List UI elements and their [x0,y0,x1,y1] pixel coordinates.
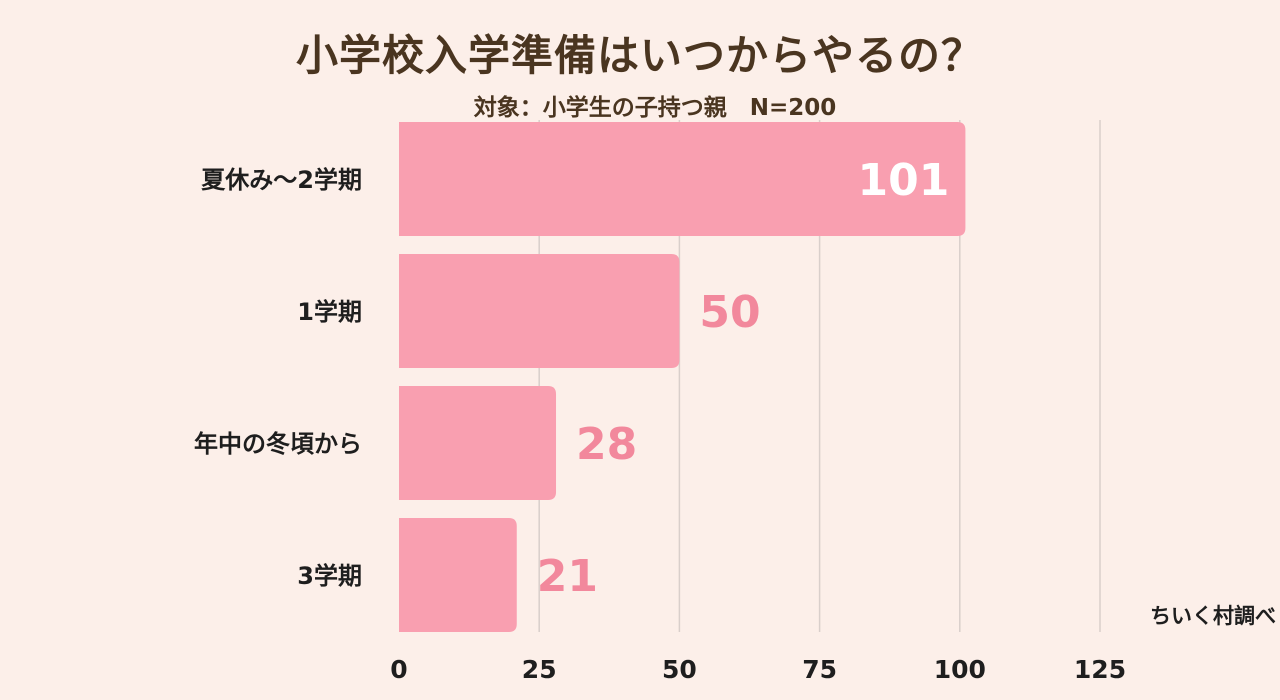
category-label: 1学期 [297,298,362,326]
chart-subtitle: 対象：小学生の子持つ親 N=200 [473,95,837,121]
bar [399,254,680,368]
bar [399,518,517,632]
bar [399,386,557,500]
data-label: 50 [699,287,760,338]
x-tick-label: 50 [662,655,697,684]
bar [399,122,966,236]
category-label: 年中の冬頃から [194,430,362,458]
chart-title: 小学校入学準備はいつからやるの？ [295,31,984,80]
x-tick-label: 100 [934,655,986,684]
x-tick-label: 125 [1074,655,1126,684]
data-label: 21 [537,551,598,602]
x-tick-label: 75 [802,655,837,684]
source-note: ちいく村調べ [1150,604,1276,628]
data-label: 101 [858,155,950,206]
data-label: 28 [576,419,637,470]
category-label: 夏休み〜2学期 [201,166,362,194]
x-tick-label: 25 [522,655,557,684]
category-label: 3学期 [297,562,362,590]
x-tick-label: 0 [390,655,407,684]
